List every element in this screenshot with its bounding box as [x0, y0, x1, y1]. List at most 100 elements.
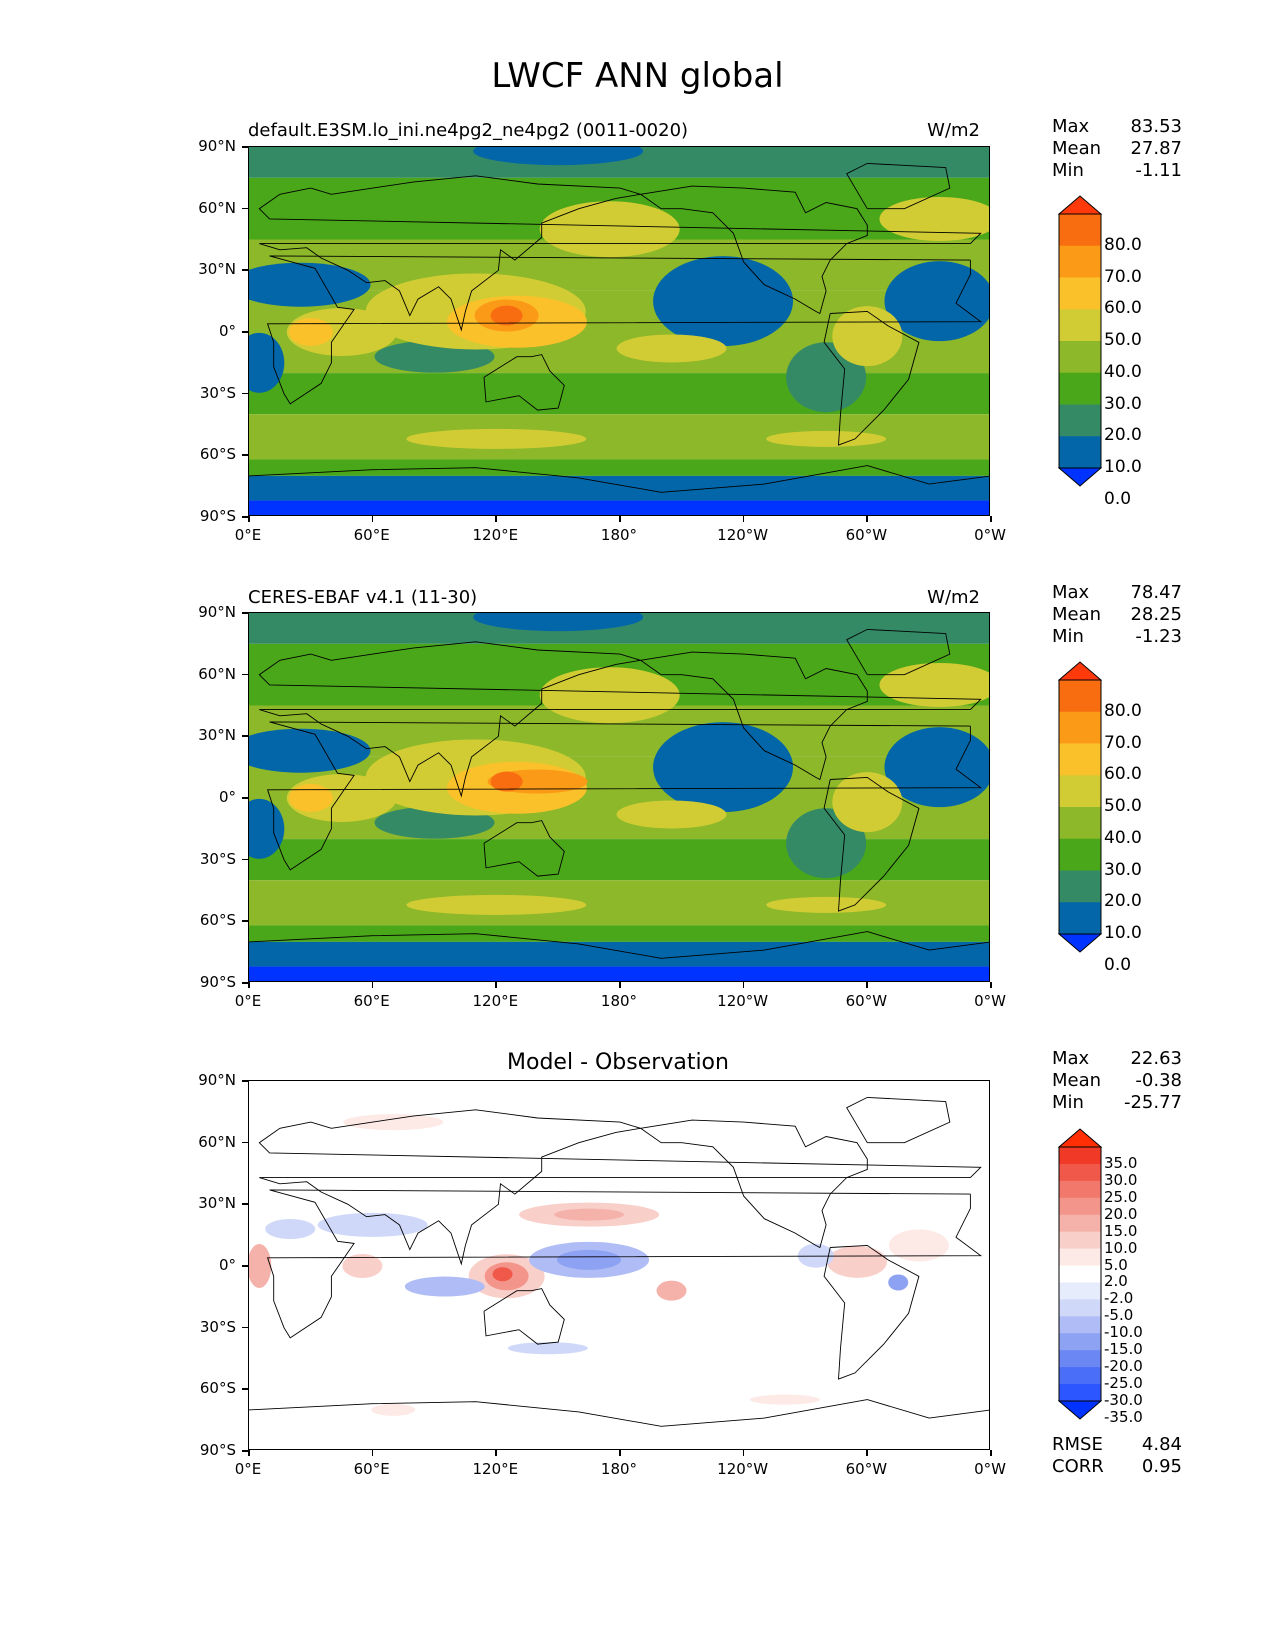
ytick-mark: [242, 1388, 248, 1390]
ytick-label: 90°S: [199, 973, 236, 991]
panel2-mean-label: Mean: [1052, 604, 1102, 625]
panel1-mean: 27.87: [1130, 138, 1182, 159]
colorbar-tick-label: 30.0: [1104, 393, 1142, 414]
southern-storm-2: [766, 430, 887, 447]
xtick-mark: [248, 516, 250, 522]
southern-storm-1: [406, 428, 587, 449]
xtick-mark: [371, 516, 374, 522]
neg-south-asia: [317, 1212, 428, 1237]
colorbar-segment: [1059, 436, 1101, 469]
coastline-0: [266, 721, 983, 871]
coastline-3: [640, 651, 868, 781]
xtick-mark: [990, 1450, 992, 1456]
colorbar-segment: [1059, 870, 1101, 903]
ytick-label: 60°S: [199, 1379, 236, 1398]
ytick-mark: [242, 797, 248, 799]
neg-indian: [404, 1276, 485, 1297]
colorbar-segment: [1059, 1299, 1101, 1317]
colorbar-extend-bottom: [1058, 933, 1102, 953]
colorbar-tick-label: 40.0: [1104, 827, 1142, 848]
panel1-max-label: Max: [1052, 116, 1090, 137]
pos-arctic: [343, 1114, 444, 1131]
panel3-title: Model - Observation: [507, 1050, 729, 1075]
panel2-title: CERES-EBAF v4.1 (11-30): [248, 587, 478, 608]
coastline-0: [266, 255, 983, 405]
xtick-mark: [619, 1450, 621, 1456]
coastline-6: [249, 465, 989, 493]
colorbar-segment: [1059, 1265, 1101, 1283]
north-pacific-storm: [539, 201, 680, 258]
colorbar-tick-label: 60.0: [1104, 298, 1142, 319]
panel2-min-label: Min: [1052, 626, 1084, 647]
sw-africa-low: [249, 798, 285, 859]
ytick-mark: [242, 1450, 248, 1452]
colorbar-tick-label: -10.0: [1104, 1323, 1143, 1342]
colorbar-tick-label: 20.0: [1104, 1204, 1138, 1223]
east-pacific-low: [653, 722, 794, 813]
pos-southern: [749, 1394, 820, 1405]
colorbar-tick-label: 2.0: [1104, 1272, 1128, 1291]
colorbar-segment: [1059, 372, 1101, 405]
east-pacific-low: [653, 256, 794, 347]
xtick-label: 120°W: [717, 992, 769, 1010]
colorbar-tick-label: 30.0: [1104, 859, 1142, 880]
colorbar-segment: [1059, 1333, 1101, 1351]
band-pole: [249, 966, 989, 981]
amazon-convection: [832, 306, 903, 367]
colorbar-segment: [1059, 1384, 1101, 1402]
panel2-mean: 28.25: [1130, 604, 1182, 625]
africa-core: [288, 784, 333, 812]
colorbar-segment: [1059, 309, 1101, 342]
colorbar-tick-label: -5.0: [1104, 1306, 1134, 1325]
colorbar-segment: [1059, 1282, 1101, 1300]
xtick-label: 180°: [600, 1460, 638, 1478]
coastline-5: [846, 628, 951, 676]
colorbar-segment: [1059, 1367, 1101, 1385]
colorbar-extend-bottom: [1058, 467, 1102, 487]
panel1-stats: Max 83.53 Mean 27.87 Min -1.11: [1052, 116, 1182, 182]
ytick-label: 30°N: [198, 726, 236, 745]
rmse-label: RMSE: [1052, 1434, 1103, 1455]
neg-brazil: [888, 1274, 909, 1291]
colorbar-tick-label: 15.0: [1104, 1221, 1138, 1240]
colorbar-segment: [1059, 1214, 1101, 1233]
band-south-sub: [249, 839, 989, 881]
colorbar-tick-label: 25.0: [1104, 1187, 1138, 1206]
band-south-sub: [249, 373, 989, 415]
panel3-mean: -0.38: [1135, 1070, 1182, 1091]
colorbar-tick-label: 50.0: [1104, 330, 1142, 350]
pos-central-pacific: [656, 1280, 687, 1301]
coastline-6: [249, 931, 989, 959]
colorbar-segment: [1059, 1163, 1101, 1182]
ytick-label: 60°S: [199, 911, 236, 930]
ytick-label: 90°N: [198, 137, 236, 155]
band-south-high: [249, 925, 989, 942]
ytick-mark: [242, 331, 248, 333]
colorbar-extend-bottom: [1058, 1400, 1102, 1420]
xtick-label: 0°E: [234, 526, 262, 544]
pos-atlantic: [888, 1229, 949, 1262]
colorbar-segment: [1059, 1248, 1101, 1267]
colorbar-segment: [1059, 680, 1101, 713]
panel1-map: [248, 146, 990, 516]
xtick-label: 120°W: [717, 526, 769, 544]
diff-svg: [249, 1081, 989, 1449]
colorbar-segment: [1059, 743, 1101, 776]
xtick-mark: [248, 1450, 250, 1456]
panel1-mean-label: Mean: [1052, 138, 1102, 159]
coastline-5: [846, 162, 951, 210]
colorbar-tick-label: 35.0: [1104, 1153, 1138, 1172]
colorbar-segment: [1059, 1350, 1101, 1368]
neg-tasman: [507, 1342, 588, 1355]
ytick-mark: [242, 207, 248, 210]
xtick-label: 120°E: [472, 992, 519, 1010]
xtick-label: 60°W: [845, 526, 888, 544]
panel3-mean-label: Mean: [1052, 1070, 1102, 1091]
ytick-mark: [242, 1080, 248, 1082]
coastline-5: [846, 1096, 951, 1144]
colorbar-tick-label: 10.0: [1104, 457, 1142, 477]
colorbar-tick-label: 10.0: [1104, 1238, 1138, 1257]
band-antarctic: [249, 941, 989, 967]
colorbar-tick-label: -20.0: [1104, 1357, 1143, 1376]
pos-antarctic: [371, 1403, 416, 1416]
